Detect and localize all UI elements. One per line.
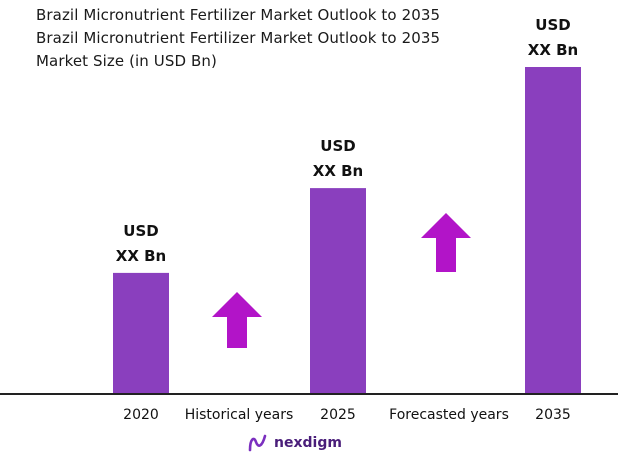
chart-subtitle: Market Size (in USD Bn): [36, 52, 217, 70]
bar-label-value-2025: XX Bn: [313, 162, 363, 180]
bar-label-value-2020: XX Bn: [116, 247, 166, 265]
bar-2020: [113, 272, 169, 394]
growth-arrow-forecasted-icon: [421, 213, 471, 272]
bar-label-currency-2025: USD: [320, 137, 355, 155]
x-tick-2035: 2035: [535, 407, 571, 423]
growth-arrow-historical-icon: [212, 292, 262, 348]
brand-logo: nexdigm: [247, 433, 342, 453]
period-label-forecasted: Forecasted years: [389, 407, 509, 423]
x-tick-2020: 2020: [123, 407, 159, 423]
bar-2025: [310, 188, 366, 394]
bar-label-currency-2020: USD: [123, 222, 158, 240]
bar-label-currency-2035: USD: [535, 16, 570, 34]
x-tick-2025: 2025: [320, 407, 356, 423]
bar-2035: [525, 67, 581, 394]
period-label-historical: Historical years: [185, 407, 294, 423]
chart-title-line-1: Brazil Micronutrient Fertilizer Market O…: [36, 6, 441, 24]
nexdigm-logo-icon: [248, 434, 267, 452]
chart-title-line-2: Brazil Micronutrient Fertilizer Market O…: [36, 29, 441, 47]
brand-name: nexdigm: [274, 435, 342, 451]
bar-label-value-2035: XX Bn: [528, 41, 578, 59]
